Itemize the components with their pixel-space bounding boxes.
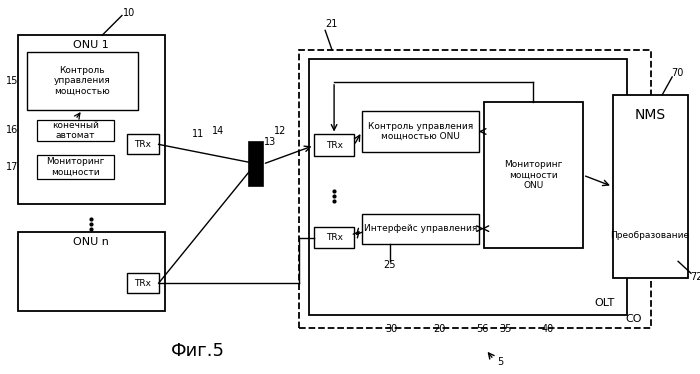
Text: 12: 12 bbox=[274, 126, 287, 137]
Text: 70: 70 bbox=[671, 68, 683, 78]
Text: 40: 40 bbox=[541, 324, 554, 334]
FancyBboxPatch shape bbox=[127, 135, 159, 154]
Text: Контроль
управления
мощностью: Контроль управления мощностью bbox=[54, 66, 111, 96]
FancyBboxPatch shape bbox=[362, 214, 479, 243]
FancyBboxPatch shape bbox=[362, 111, 479, 152]
Text: 30: 30 bbox=[386, 324, 398, 334]
FancyBboxPatch shape bbox=[36, 155, 114, 179]
FancyBboxPatch shape bbox=[27, 52, 138, 110]
Text: ONU n: ONU n bbox=[74, 236, 109, 246]
FancyBboxPatch shape bbox=[314, 135, 354, 156]
Text: Фиг.5: Фиг.5 bbox=[172, 341, 225, 359]
Text: 5: 5 bbox=[498, 358, 504, 368]
FancyBboxPatch shape bbox=[612, 95, 688, 278]
Text: 35: 35 bbox=[499, 324, 512, 334]
Text: Преобразование: Преобразование bbox=[610, 231, 690, 240]
Text: 13: 13 bbox=[263, 137, 276, 147]
Text: 56: 56 bbox=[477, 324, 489, 334]
Text: Мониторинг
мощности: Мониторинг мощности bbox=[46, 157, 104, 177]
Text: 15: 15 bbox=[6, 76, 18, 86]
Text: 10: 10 bbox=[122, 7, 135, 18]
Text: 17: 17 bbox=[6, 162, 18, 172]
Text: конечный
автомат: конечный автомат bbox=[52, 121, 99, 140]
FancyBboxPatch shape bbox=[309, 59, 626, 315]
Text: TRx: TRx bbox=[134, 279, 151, 288]
FancyBboxPatch shape bbox=[484, 102, 583, 248]
Text: 16: 16 bbox=[6, 126, 18, 135]
Text: Контроль управления
мощностью ONU: Контроль управления мощностью ONU bbox=[368, 122, 473, 141]
Text: 21: 21 bbox=[325, 19, 337, 30]
Text: 14: 14 bbox=[212, 126, 224, 137]
Text: TRx: TRx bbox=[326, 141, 342, 150]
Text: 25: 25 bbox=[384, 260, 396, 270]
Text: TRx: TRx bbox=[134, 140, 151, 149]
Text: 72: 72 bbox=[690, 272, 700, 282]
Text: CO: CO bbox=[625, 314, 642, 324]
Text: Интерфейс управления: Интерфейс управления bbox=[364, 224, 477, 233]
FancyBboxPatch shape bbox=[314, 227, 354, 248]
FancyBboxPatch shape bbox=[36, 120, 114, 141]
Text: NMS: NMS bbox=[635, 108, 666, 122]
Text: TRx: TRx bbox=[326, 233, 342, 242]
Text: ONU 1: ONU 1 bbox=[74, 40, 109, 50]
FancyBboxPatch shape bbox=[127, 273, 159, 293]
Text: Мониторинг
мощности
ONU: Мониторинг мощности ONU bbox=[504, 160, 563, 190]
FancyBboxPatch shape bbox=[248, 142, 262, 186]
Text: 20: 20 bbox=[433, 324, 445, 334]
Text: 11: 11 bbox=[192, 129, 204, 140]
FancyBboxPatch shape bbox=[18, 35, 164, 204]
FancyBboxPatch shape bbox=[18, 232, 164, 311]
Text: OLT: OLT bbox=[594, 298, 615, 308]
